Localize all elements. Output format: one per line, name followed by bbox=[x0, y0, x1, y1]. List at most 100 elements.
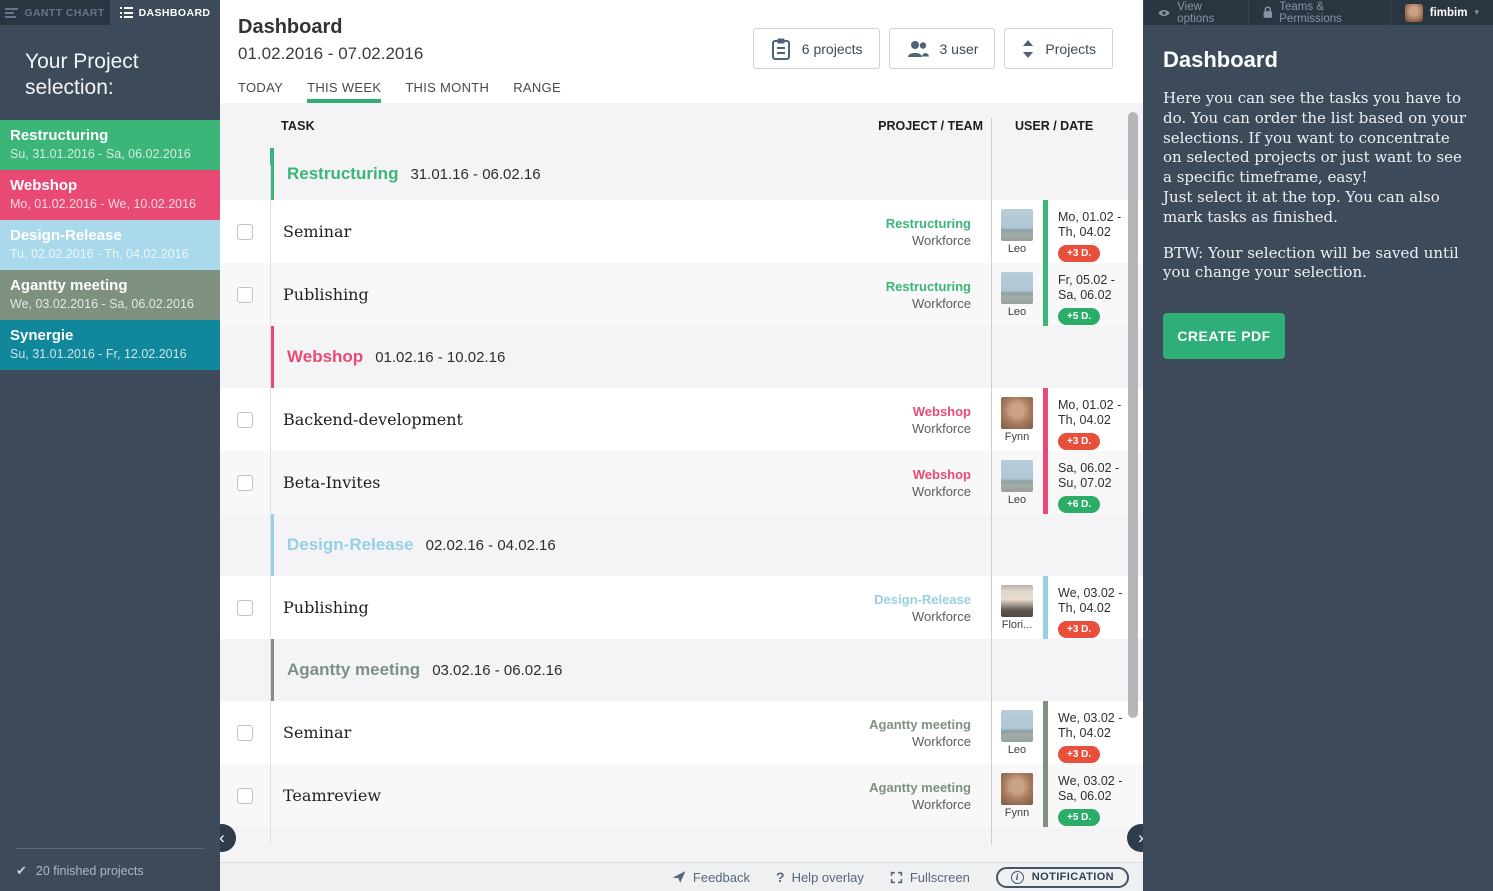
task-project-label[interactable]: Webshop bbox=[912, 403, 971, 419]
user-avatar[interactable] bbox=[1001, 459, 1033, 492]
task-date-cell: Sa, 06.02 - Su, 07.02 +6 D. bbox=[1043, 451, 1143, 514]
task-checkbox[interactable] bbox=[237, 599, 253, 616]
paper-plane-icon bbox=[672, 871, 686, 883]
users-filter-button[interactable]: 3 user bbox=[888, 28, 996, 69]
sort-icon bbox=[1023, 39, 1034, 58]
tab-this-month[interactable]: THIS MONTH bbox=[405, 80, 490, 95]
task-name[interactable]: Beta-Invites bbox=[283, 473, 381, 492]
divider bbox=[16, 848, 204, 849]
collapse-right-panel-button[interactable]: › bbox=[1127, 824, 1143, 852]
finished-projects[interactable]: ✔ 20 finished projects bbox=[16, 863, 204, 879]
sidebar-project-synergie[interactable]: Synergie Su, 31.01.2016 - Fr, 12.02.2016 bbox=[0, 320, 220, 371]
question-icon: ? bbox=[776, 869, 785, 885]
tab-this-week[interactable]: THIS WEEK bbox=[307, 80, 381, 103]
fullscreen-button[interactable]: Fullscreen bbox=[890, 870, 970, 885]
task-checkbox[interactable] bbox=[237, 223, 253, 240]
users-icon bbox=[907, 40, 929, 57]
sidebar-project-design-release[interactable]: Design-Release Tu, 02.02.2016 - Th, 04.0… bbox=[0, 220, 220, 271]
task-date-cell: We, 03.02 - Th, 04.02 +3 D. bbox=[1043, 576, 1143, 639]
tab-gantt-label: GANTT CHART bbox=[24, 6, 105, 19]
create-pdf-button[interactable]: CREATE PDF bbox=[1163, 313, 1285, 360]
task-checkbox[interactable] bbox=[237, 411, 253, 428]
help-panel-paragraph: Here you can see the tasks you have to d… bbox=[1163, 89, 1467, 226]
gantt-chart-icon bbox=[5, 7, 19, 18]
user-avatar[interactable] bbox=[1001, 772, 1033, 805]
task-checkbox[interactable] bbox=[237, 787, 253, 804]
task-project-label[interactable]: Agantty meeting bbox=[869, 716, 971, 732]
task-project-label[interactable]: Restructuring bbox=[885, 278, 971, 294]
section-title[interactable]: Restructuring bbox=[287, 164, 399, 183]
task-dates: Mo, 01.02 - Th, 04.02 bbox=[1058, 210, 1122, 239]
project-name: Design-Release bbox=[10, 227, 122, 245]
project-dates: We, 03.02.2016 - Sa, 06.02.2016 bbox=[10, 296, 194, 311]
tab-range[interactable]: RANGE bbox=[513, 80, 561, 95]
section-date-range: 31.01.16 - 06.02.16 bbox=[410, 165, 541, 183]
task-dates: Fr, 05.02 - Sa, 06.02 bbox=[1058, 273, 1115, 302]
table-row: Seminar Restructuring Workforce Leo Mo, … bbox=[220, 200, 1143, 263]
help-overlay-label: Help overlay bbox=[791, 869, 864, 885]
scrollbar-thumb[interactable] bbox=[1128, 112, 1138, 718]
help-overlay-button[interactable]: ? Help overlay bbox=[776, 869, 864, 885]
user-name: Leo bbox=[1007, 242, 1027, 255]
task-name[interactable]: Seminar bbox=[283, 723, 352, 742]
help-panel: Dashboard Here you can see the tasks you… bbox=[1143, 25, 1493, 360]
top-menu-bar: View options Teams & Permissions fimbim … bbox=[1143, 0, 1493, 25]
section-date-range: 01.02.16 - 10.02.16 bbox=[375, 348, 506, 366]
section-title[interactable]: Agantty meeting bbox=[287, 660, 421, 679]
section-header-design-release: Design-Release 02.02.16 - 04.02.16 bbox=[270, 514, 1143, 576]
table-row: Seminar Agantty meeting Workforce Leo We… bbox=[220, 701, 1143, 764]
task-name[interactable]: Publishing bbox=[283, 285, 369, 304]
task-name[interactable]: Teamreview bbox=[283, 786, 382, 805]
sort-by-button[interactable]: Projects bbox=[1004, 28, 1113, 69]
section-title[interactable]: Design-Release bbox=[287, 535, 414, 554]
info-icon: i bbox=[1010, 870, 1024, 884]
teams-permissions-label: Teams & Permissions bbox=[1279, 0, 1342, 25]
user-name: Leo bbox=[1007, 493, 1027, 506]
tab-today[interactable]: TODAY bbox=[238, 80, 284, 95]
fullscreen-icon bbox=[890, 871, 903, 883]
user-avatar[interactable] bbox=[1001, 709, 1033, 742]
duration-badge: +3 D. bbox=[1058, 620, 1101, 638]
task-name[interactable]: Backend-development bbox=[283, 410, 463, 429]
teams-permissions-button[interactable]: Teams & Permissions bbox=[1247, 0, 1390, 25]
user-name: Flori... bbox=[1001, 618, 1033, 631]
user-name: Fynn bbox=[1004, 806, 1030, 819]
task-name[interactable]: Seminar bbox=[283, 222, 352, 241]
sidebar-footer: ✔ 20 finished projects bbox=[0, 848, 220, 891]
sidebar-project-webshop[interactable]: Webshop Mo, 01.02.2016 - We, 10.02.2016 bbox=[0, 170, 220, 221]
fullscreen-label: Fullscreen bbox=[909, 869, 970, 885]
tab-gantt-chart[interactable]: GANTT CHART bbox=[0, 0, 110, 25]
task-name[interactable]: Publishing bbox=[283, 598, 369, 617]
user-avatar[interactable] bbox=[1001, 584, 1033, 617]
user-avatar[interactable] bbox=[1001, 271, 1033, 304]
notification-button[interactable]: i NOTIFICATION bbox=[995, 866, 1129, 888]
main-content: Dashboard 01.02.2016 - 07.02.2016 TODAY … bbox=[220, 0, 1143, 891]
tab-dashboard[interactable]: DASHBOARD bbox=[110, 0, 220, 25]
projects-filter-button[interactable]: 6 projects bbox=[752, 28, 880, 69]
user-avatar[interactable] bbox=[1001, 208, 1033, 241]
task-checkbox[interactable] bbox=[237, 474, 253, 491]
sidebar-project-agantty-meeting[interactable]: Agantty meeting We, 03.02.2016 - Sa, 06.… bbox=[0, 270, 220, 321]
user-name: Fynn bbox=[1004, 430, 1030, 443]
feedback-button[interactable]: Feedback bbox=[672, 870, 750, 885]
task-date-cell: Mo, 01.02 - Th, 04.02 +3 D. bbox=[1043, 388, 1143, 451]
collapse-left-panel-button[interactable]: ‹ bbox=[220, 824, 236, 852]
task-project-label[interactable]: Agantty meeting bbox=[869, 779, 971, 795]
view-options-button[interactable]: View options bbox=[1143, 0, 1248, 25]
task-checkbox[interactable] bbox=[237, 286, 253, 303]
task-project-label[interactable]: Webshop bbox=[912, 466, 971, 482]
sidebar-project-restructuring[interactable]: Restructuring Su, 31.01.2016 - Sa, 06.02… bbox=[0, 120, 220, 171]
task-project-label[interactable]: Design-Release bbox=[874, 591, 971, 607]
project-name: Restructuring bbox=[10, 127, 109, 145]
task-dates: Mo, 01.02 - Th, 04.02 bbox=[1058, 398, 1122, 427]
task-project-label[interactable]: Restructuring bbox=[885, 215, 971, 231]
section-title[interactable]: Webshop bbox=[287, 347, 364, 366]
project-selection-title: Your Project selection: bbox=[25, 50, 139, 99]
user-avatar[interactable] bbox=[1001, 396, 1033, 429]
duration-badge: +5 D. bbox=[1058, 808, 1101, 826]
duration-badge: +3 D. bbox=[1058, 745, 1101, 763]
projects-count-label: 6 projects bbox=[801, 40, 863, 57]
help-panel-paragraph: BTW: Your selection will be saved until … bbox=[1163, 243, 1459, 282]
task-checkbox[interactable] bbox=[237, 724, 253, 741]
user-menu[interactable]: fimbim ▾ bbox=[1389, 0, 1493, 25]
